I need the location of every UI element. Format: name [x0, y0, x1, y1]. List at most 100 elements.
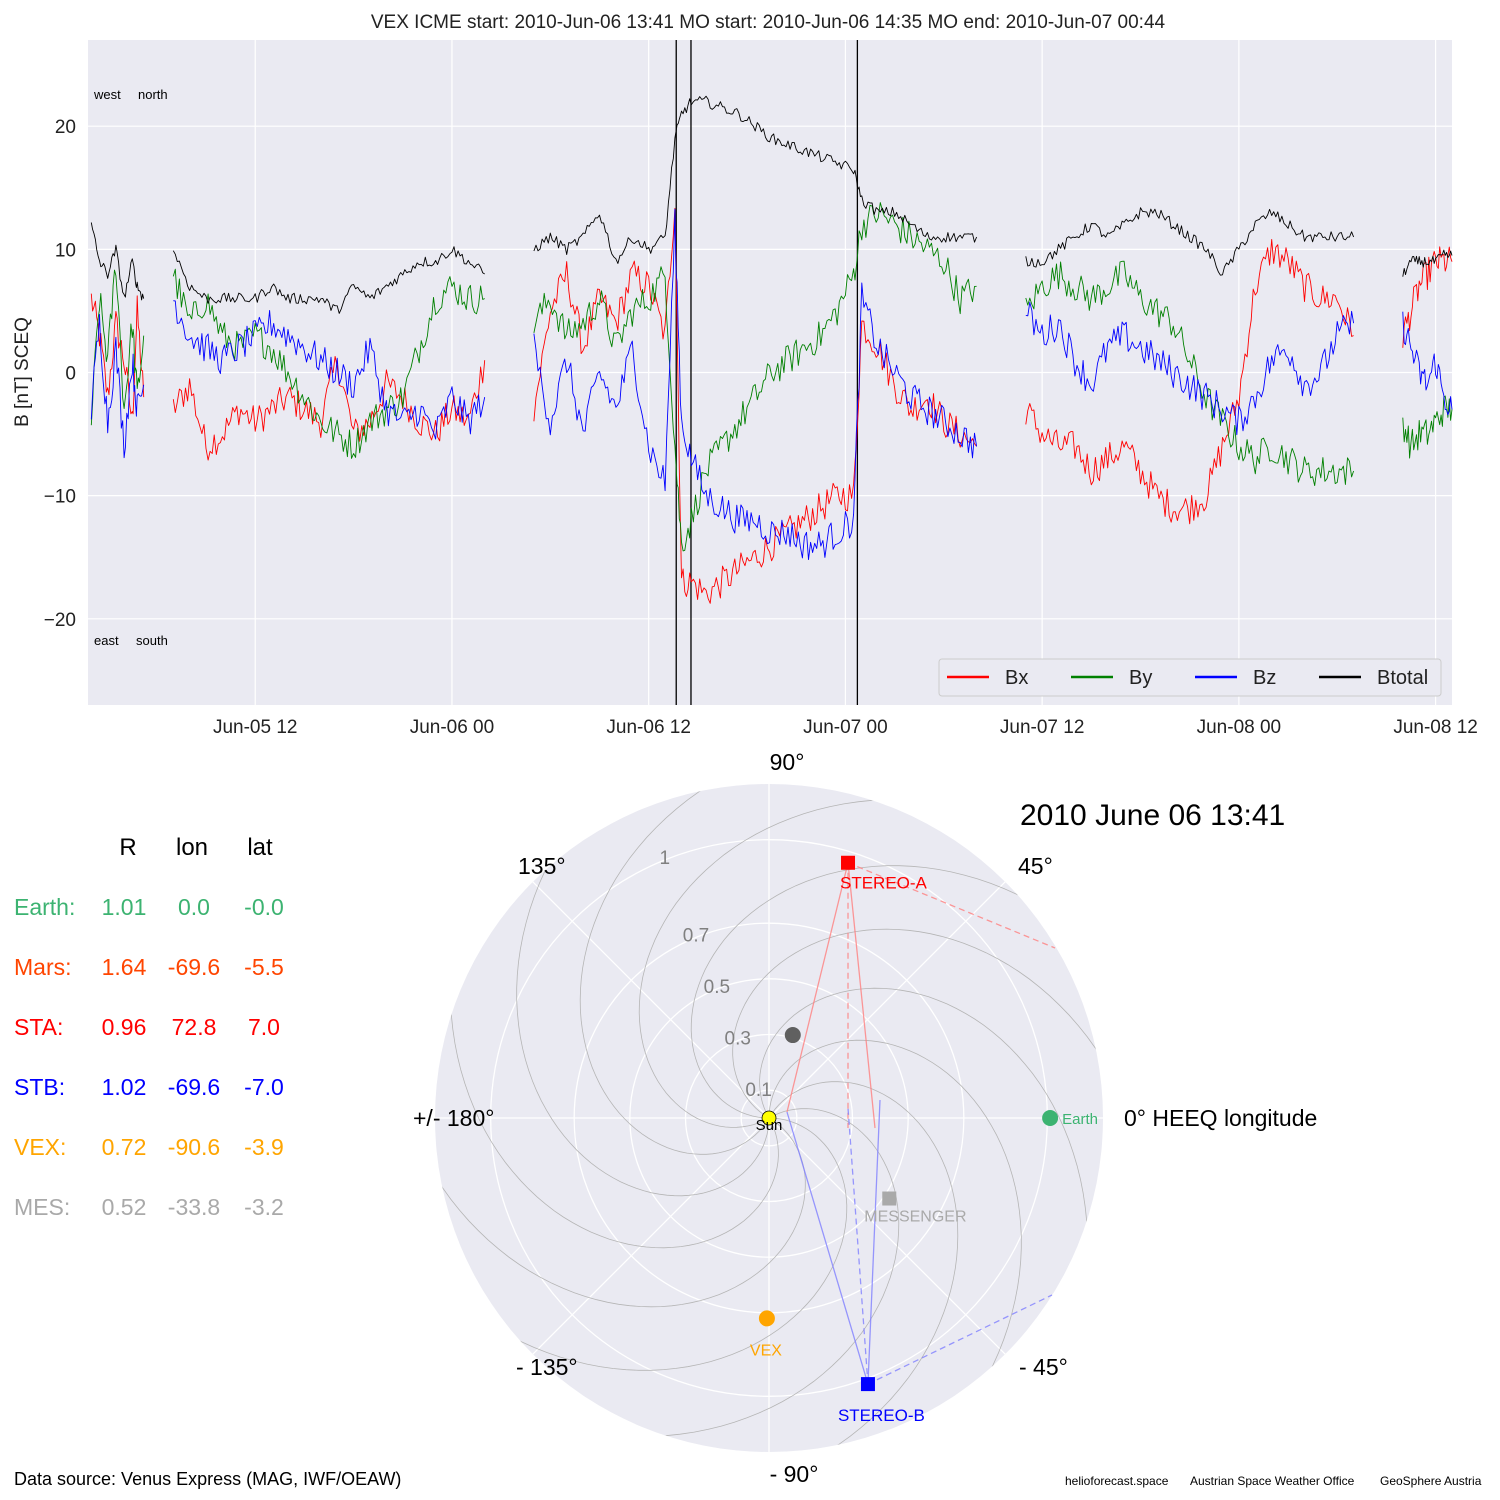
radial-tick-label: 1: [659, 848, 670, 869]
stereo-b-marker: [860, 1377, 875, 1392]
y-axis-label: B [nT] SCEQ: [12, 317, 33, 427]
fov-lines: [786, 862, 1056, 1385]
radial-tick-label: 0.3: [725, 1029, 751, 1050]
stb-fov-line: [786, 1111, 869, 1385]
label-north: north: [138, 87, 168, 102]
vex-label: VEX: [750, 1342, 782, 1359]
y-tick-label: −10: [44, 487, 76, 508]
position-table: R lon lat Earth: 1.01 0.0 -0.0 Mars: 1.64 -69.…: [14, 834, 284, 1220]
table-cell-r: 1.64: [102, 954, 147, 980]
angular-gridline: [768, 1117, 1006, 1355]
table-row: Mars: 1.64 -69.6 -5.5: [14, 954, 284, 980]
angle-label-180: +/- 180°: [413, 1105, 494, 1131]
table-cell-r: 0.52: [102, 1194, 147, 1220]
credit-geosphere: GeoSphere Austria: [1380, 1474, 1482, 1488]
table-cell-lat: -0.0: [244, 894, 284, 920]
sun-marker: [761, 1110, 777, 1126]
table-row: STA: 0.96 72.8 7.0: [14, 1014, 280, 1040]
series-bx-line: [533, 207, 977, 604]
sta-fov-line: [786, 862, 849, 1113]
messenger-marker: [882, 1191, 897, 1206]
series-btotal-line: [172, 246, 485, 314]
x-tick-label: Jun-06 00: [410, 717, 495, 738]
parker-spiral: [494, 1117, 848, 1371]
legend-label-by: By: [1129, 667, 1152, 689]
y-tick-labels: −20 −10 0 10 20: [44, 117, 76, 631]
parker-spiral: [768, 1081, 959, 1452]
messenger-label: MESSENGER: [864, 1209, 966, 1226]
stb-fov-line: [867, 1099, 881, 1385]
parker-spiral: [636, 1108, 900, 1437]
credit-helioforecast: helioforecast.space: [1065, 1474, 1169, 1488]
radial-tick-label: 0.7: [683, 925, 709, 946]
y-tick-label: 20: [55, 117, 76, 138]
vex-marker: [758, 1310, 775, 1327]
stereo-a-marker: [841, 855, 856, 870]
radial-tick-label: 0.5: [704, 977, 730, 998]
table-cell-lat: -5.5: [244, 954, 284, 980]
timeseries-series: [90, 95, 1453, 604]
series-btotal-line: [1025, 207, 1355, 276]
y-tick-label: 10: [55, 240, 76, 261]
sun-label: Sun: [756, 1117, 783, 1134]
table-header-r: R: [119, 834, 136, 861]
table-cell-name: Mars:: [14, 954, 72, 980]
sta-fov-dashed: [847, 862, 1056, 949]
legend-label-btotal: Btotal: [1377, 667, 1428, 689]
radial-tick-labels: 0.1 0.3 0.5 0.7 1: [659, 848, 771, 1101]
parker-spiral: [732, 928, 1103, 1119]
legend-label-bz: Bz: [1253, 667, 1276, 689]
series-by-line: [90, 269, 145, 426]
parker-spiral: [768, 1039, 1022, 1393]
table-cell-lon: -69.6: [168, 1074, 220, 1100]
x-tick-label: Jun-05 12: [213, 717, 298, 738]
table-row: Earth: 1.01 0.0 -0.0: [14, 894, 284, 920]
table-cell-lon: -33.8: [168, 1194, 220, 1220]
table-row: VEX: 0.72 -90.6 -3.9: [14, 1134, 284, 1160]
table-cell-name: Earth:: [14, 894, 75, 920]
earth-marker: [1042, 1110, 1059, 1126]
x-tick-label: Jun-07 00: [803, 717, 888, 738]
legend-entries: Bx By Bz Btotal: [947, 667, 1428, 689]
x-tick-label: Jun-06 12: [606, 717, 691, 738]
table-cell-lat: -3.2: [244, 1194, 284, 1220]
sta-fov-line: [847, 862, 876, 1129]
parker-spiral: [450, 985, 779, 1249]
angle-label-45: 45°: [1018, 853, 1053, 879]
angular-gridline: [532, 881, 770, 1119]
table-cell-lat: 7.0: [248, 1014, 280, 1040]
legend: Bx By Bz Btotal: [938, 658, 1442, 697]
radial-tick-label: 0.1: [745, 1080, 771, 1101]
series-btotal-line: [1402, 249, 1453, 277]
x-tick-label: Jun-07 12: [1000, 717, 1085, 738]
angle-label-m45: - 45°: [1019, 1354, 1068, 1380]
angle-label-90: 90°: [770, 749, 805, 775]
series-bx-line: [172, 355, 486, 461]
angle-label-m135: - 135°: [516, 1354, 578, 1380]
series-by-line: [1025, 260, 1355, 487]
table-rows: Earth: 1.01 0.0 -0.0 Mars: 1.64 -69.6 -5.5 STA: 0…: [14, 894, 284, 1220]
series-bx-line: [1402, 246, 1453, 348]
table-cell-name: MES:: [14, 1194, 70, 1220]
unlabeled-planet-marker: [784, 1027, 801, 1044]
table-cell-lat: -7.0: [244, 1074, 284, 1100]
angle-label-m90: - 90°: [770, 1461, 819, 1487]
y-tick-label: −20: [44, 610, 76, 631]
angular-gridline: [532, 1117, 770, 1355]
angular-gridline: [768, 881, 1006, 1119]
angle-label-135: 135°: [518, 853, 566, 879]
credit-aswo: Austrian Space Weather Office: [1190, 1474, 1355, 1488]
parker-spiral: [516, 843, 770, 1197]
polar-plot: 0.1 0.3 0.5 0.7 1 Sun Earth STEREO-A STEREO-B VE…: [413, 749, 1317, 1487]
parker-spiral: [638, 799, 902, 1128]
table-cell-name: STB:: [14, 1074, 65, 1100]
table-cell-r: 0.72: [102, 1134, 147, 1160]
series-bz-line: [1402, 311, 1453, 416]
parker-spiral: [759, 987, 1088, 1251]
series-by-line: [533, 202, 977, 552]
legend-box: [938, 658, 1442, 697]
series-bz-line: [173, 300, 486, 440]
table-header-lat: lat: [247, 834, 273, 861]
